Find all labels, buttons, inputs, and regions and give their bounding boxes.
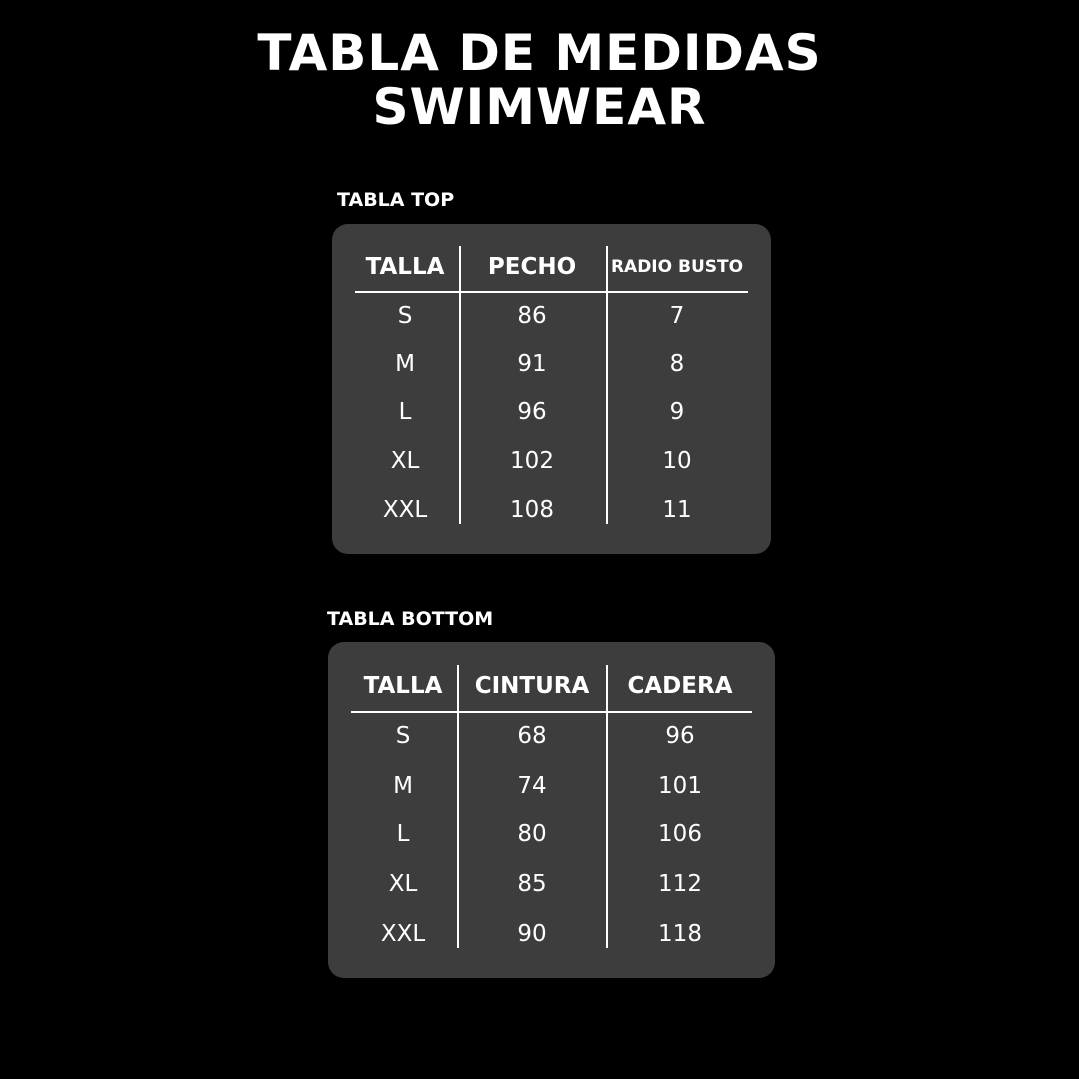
table-cell: S <box>395 723 411 749</box>
column-divider <box>457 665 459 948</box>
table-cell: 11 <box>662 497 692 523</box>
table-cell: 9 <box>669 399 685 425</box>
table-cell: 10 <box>662 448 692 474</box>
table-cell: 102 <box>510 448 554 474</box>
header-divider <box>355 291 748 293</box>
table-cell: XL <box>388 871 418 897</box>
table-cell: XL <box>390 448 420 474</box>
table-cell: L <box>398 399 412 425</box>
table-cell: 8 <box>669 351 685 377</box>
page-title-line-2: SWIMWEAR <box>372 78 707 136</box>
column-divider <box>606 246 608 524</box>
bottom-size-table: TALLA CINTURA CADERA S 68 96 M 74 101 L 80 106 XL 85 1… <box>328 642 775 978</box>
column-divider <box>606 665 608 948</box>
table-cell: S <box>397 303 413 329</box>
table-cell: 118 <box>658 921 702 947</box>
table-cell: XXL <box>380 921 426 947</box>
table-cell: 90 <box>517 921 547 947</box>
table-cell: 108 <box>510 497 554 523</box>
table-cell: 101 <box>658 773 702 799</box>
column-header: TALLA <box>363 673 443 699</box>
table-cell: 96 <box>665 723 695 749</box>
top-table-label: TABLA TOP <box>337 189 455 211</box>
column-header: CINTURA <box>474 673 590 699</box>
column-divider <box>459 246 461 524</box>
table-cell: L <box>396 821 410 847</box>
table-cell: 68 <box>517 723 547 749</box>
table-cell: 80 <box>517 821 547 847</box>
top-size-table: TALLA PECHO RADIO BUSTO S 86 7 M 91 8 L 96 9 XL 102 10… <box>332 224 771 554</box>
page-title-line-1: TABLA DE MEDIDAS <box>257 24 822 82</box>
table-cell: XXL <box>382 497 428 523</box>
table-cell: 85 <box>517 871 547 897</box>
bottom-table-label: TABLA BOTTOM <box>327 608 494 630</box>
column-header: RADIO BUSTO <box>610 257 744 277</box>
table-cell: 106 <box>658 821 702 847</box>
table-cell: M <box>395 351 415 377</box>
table-cell: 112 <box>658 871 702 897</box>
column-header: TALLA <box>365 254 445 280</box>
column-header: CADERA <box>627 673 733 699</box>
table-cell: 74 <box>517 773 547 799</box>
column-header: PECHO <box>487 254 577 280</box>
table-cell: 96 <box>517 399 547 425</box>
table-cell: 91 <box>517 351 547 377</box>
table-cell: M <box>393 773 413 799</box>
header-divider <box>351 711 752 713</box>
table-cell: 86 <box>517 303 547 329</box>
table-cell: 7 <box>669 303 685 329</box>
